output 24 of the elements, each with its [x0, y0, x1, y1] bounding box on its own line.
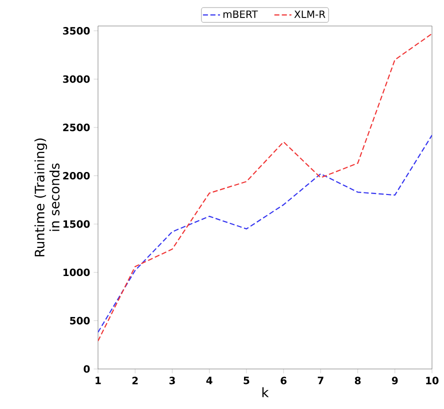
line-series	[98, 134, 432, 333]
x-tick-label: 5	[244, 376, 250, 384]
line-series	[98, 33, 432, 342]
y-axis-title: Runtime (Training) in seconds	[34, 138, 60, 256]
y-tick-label: 1000	[64, 268, 90, 276]
legend-label: mBERT	[223, 10, 258, 18]
y-tick-label: 3500	[63, 27, 90, 35]
legend-label: XLM-R	[294, 10, 326, 18]
x-tick-label: 10	[426, 376, 438, 384]
y-tick-label: 500	[70, 316, 90, 324]
y-tick-label: 1500	[64, 220, 90, 228]
x-tick-label: 1	[96, 376, 101, 384]
x-tick-label: 8	[354, 376, 361, 384]
y-tick-label: 3000	[63, 75, 90, 83]
y-tick-label: 2000	[63, 172, 90, 180]
x-tick-label: 6	[280, 376, 287, 384]
y-tick-label: 2500	[63, 124, 90, 132]
x-tick-label: 4	[206, 376, 212, 384]
x-tick-label: 3	[169, 376, 175, 384]
x-tick-label: 2	[132, 376, 138, 384]
x-tick-label: 9	[392, 376, 398, 384]
x-tick-label: 7	[318, 376, 324, 384]
y-tick-label: 0	[84, 365, 90, 373]
x-axis-title: k	[262, 387, 269, 398]
